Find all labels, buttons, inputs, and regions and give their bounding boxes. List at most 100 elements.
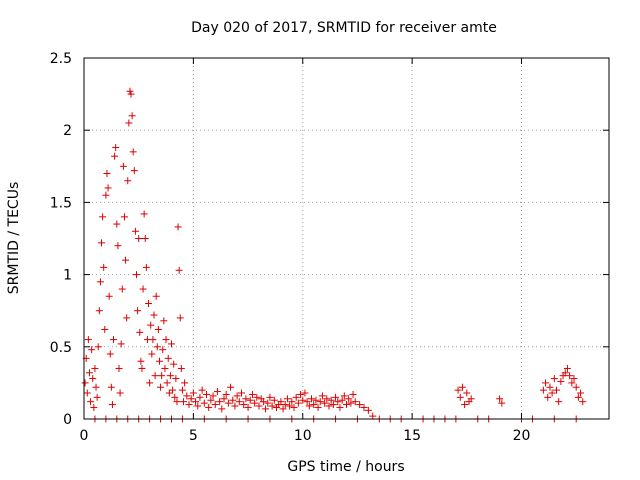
data-point bbox=[107, 383, 115, 391]
data-point bbox=[138, 364, 146, 372]
data-point bbox=[171, 393, 179, 401]
data-point bbox=[574, 393, 582, 401]
data-point bbox=[251, 399, 259, 407]
data-point bbox=[116, 389, 124, 397]
data-point bbox=[129, 148, 137, 156]
data-point bbox=[561, 369, 569, 377]
data-point bbox=[173, 398, 181, 406]
data-point bbox=[148, 350, 156, 358]
data-point bbox=[579, 398, 587, 406]
data-point bbox=[351, 398, 359, 406]
data-point bbox=[152, 292, 160, 300]
data-point bbox=[175, 266, 183, 274]
data-point bbox=[113, 220, 121, 228]
data-point bbox=[146, 379, 154, 387]
data-point bbox=[310, 401, 318, 409]
data-point bbox=[174, 223, 182, 231]
data-point bbox=[224, 399, 232, 407]
data-point bbox=[299, 396, 307, 404]
data-point bbox=[159, 346, 167, 354]
data-point bbox=[127, 90, 135, 98]
data-point bbox=[160, 317, 168, 325]
data-point bbox=[360, 403, 368, 411]
data-point bbox=[463, 389, 471, 397]
data-point bbox=[104, 184, 112, 192]
data-point bbox=[253, 393, 261, 401]
data-point bbox=[246, 396, 254, 404]
data-point bbox=[123, 314, 131, 322]
data-point bbox=[259, 398, 267, 406]
data-point bbox=[332, 393, 340, 401]
data-point bbox=[550, 375, 558, 383]
data-point bbox=[231, 402, 239, 410]
data-point bbox=[122, 256, 130, 264]
data-point bbox=[292, 393, 300, 401]
data-point bbox=[279, 405, 287, 413]
data-point bbox=[205, 403, 213, 411]
data-point bbox=[345, 395, 353, 403]
data-point bbox=[106, 350, 114, 358]
data-point bbox=[118, 285, 126, 293]
data-point bbox=[548, 389, 556, 397]
x-tick-label: 15 bbox=[403, 428, 421, 444]
data-point bbox=[185, 401, 193, 409]
data-point bbox=[288, 398, 296, 406]
y-tick-label: 2.5 bbox=[50, 51, 72, 67]
data-point bbox=[172, 375, 180, 383]
x-tick-label: 5 bbox=[189, 428, 198, 444]
data-point bbox=[89, 375, 97, 383]
y-axis-label: SRMTID / TECUs bbox=[6, 182, 22, 295]
data-point bbox=[96, 278, 104, 286]
data-point bbox=[94, 343, 102, 351]
data-point bbox=[316, 398, 324, 406]
data-point bbox=[155, 357, 163, 365]
grid-lines bbox=[84, 58, 609, 419]
data-point bbox=[176, 314, 184, 322]
data-point bbox=[198, 386, 206, 394]
data-point bbox=[542, 379, 550, 387]
data-point bbox=[242, 395, 250, 403]
data-point bbox=[338, 396, 346, 404]
data-point bbox=[572, 383, 580, 391]
data-point bbox=[162, 336, 170, 344]
data-point bbox=[149, 336, 157, 344]
data-point bbox=[103, 170, 111, 178]
data-point bbox=[140, 210, 148, 218]
data-point bbox=[145, 299, 153, 307]
data-point bbox=[233, 392, 241, 400]
y-tick-label: 2 bbox=[63, 123, 72, 139]
data-point bbox=[266, 393, 274, 401]
data-point bbox=[153, 343, 161, 351]
data-point bbox=[135, 235, 143, 242]
data-point bbox=[356, 401, 364, 409]
data-point bbox=[314, 403, 322, 411]
y-tick-label: 0.5 bbox=[50, 340, 72, 356]
data-point bbox=[238, 389, 245, 397]
data-point bbox=[91, 364, 99, 372]
data-point bbox=[369, 412, 377, 420]
data-point bbox=[137, 357, 145, 365]
data-point bbox=[496, 395, 504, 403]
data-point bbox=[297, 390, 305, 398]
data-point bbox=[312, 396, 320, 404]
data-point bbox=[180, 398, 188, 406]
data-point bbox=[563, 364, 571, 372]
data-point bbox=[557, 377, 565, 385]
data-point bbox=[308, 395, 315, 403]
data-point bbox=[211, 401, 219, 409]
data-point bbox=[268, 402, 276, 410]
data-point bbox=[329, 401, 337, 409]
y-tick-label: 1 bbox=[63, 268, 72, 284]
data-point bbox=[281, 401, 289, 409]
data-point bbox=[539, 386, 547, 394]
data-point bbox=[93, 393, 101, 401]
data-point bbox=[150, 311, 158, 319]
data-point bbox=[220, 395, 228, 403]
data-point bbox=[142, 263, 150, 271]
x-axis-label: GPS time / hours bbox=[287, 459, 404, 475]
data-point bbox=[577, 389, 585, 397]
data-point bbox=[336, 403, 344, 411]
data-point bbox=[161, 364, 169, 372]
data-point bbox=[323, 395, 331, 403]
